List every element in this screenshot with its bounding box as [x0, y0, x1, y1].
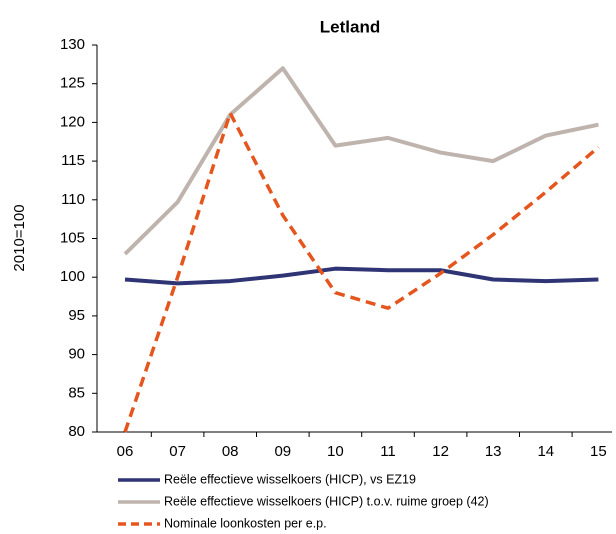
y-tick-label: 130: [60, 36, 85, 53]
x-tick-label: 13: [485, 443, 502, 460]
y-axis-label: 2010=100: [11, 204, 28, 271]
legend-label: Nominale loonkosten per e.p.: [164, 516, 327, 530]
x-tick-label: 11: [380, 443, 396, 460]
x-tick-label: 14: [537, 443, 554, 460]
y-tick-label: 120: [60, 113, 85, 130]
series-line: [123, 111, 600, 433]
series-line: [124, 266, 599, 286]
x-tick-label: 07: [169, 443, 186, 460]
x-tick-label: 08: [222, 443, 239, 460]
y-tick-label: 80: [68, 423, 85, 440]
x-tick-label: 09: [274, 443, 291, 460]
x-tick-label: 12: [432, 443, 449, 460]
x-tick-label: 06: [117, 443, 134, 460]
y-tick-label: 115: [61, 152, 85, 169]
legend-label: Reële effectieve wisselkoers (HICP) t.o.…: [164, 494, 489, 508]
y-tick-label: 95: [68, 307, 85, 324]
y-tick-label: 85: [68, 384, 85, 401]
y-tick-label: 90: [68, 346, 85, 363]
chart-title: Letland: [320, 17, 380, 36]
y-tick-label: 110: [61, 191, 85, 208]
x-tick-label: 10: [327, 443, 344, 460]
legend-label: Reële effectieve wisselkoers (HICP), vs …: [164, 472, 416, 486]
y-tick-label: 105: [60, 229, 85, 246]
x-tick-label: 15: [590, 443, 607, 460]
series-line: [123, 66, 599, 256]
y-tick-label: 100: [60, 268, 85, 285]
y-tick-label: 125: [60, 75, 85, 92]
